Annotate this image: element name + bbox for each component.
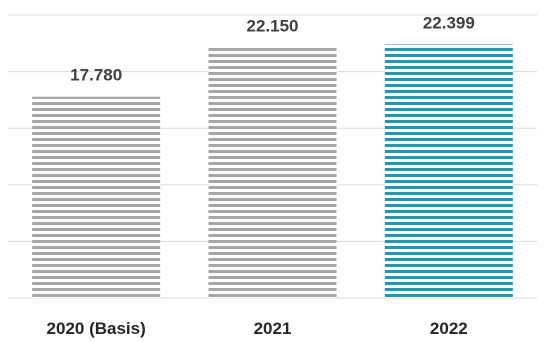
category-label-1: 2021 [254,319,292,338]
value-label-0: 17.780 [70,66,122,85]
value-label-1: 22.150 [247,16,299,35]
bar-1 [208,47,337,299]
bars [32,44,513,299]
bar-2 [384,44,513,298]
bar-0 [32,96,161,298]
value-label-2: 22.399 [423,13,475,32]
category-label-0: 2020 (Basis) [47,319,146,338]
category-labels: 2020 (Basis) 2021 2022 [47,319,468,338]
category-label-2: 2022 [430,319,468,338]
value-labels: 17.780 22.150 22.399 [70,13,475,84]
